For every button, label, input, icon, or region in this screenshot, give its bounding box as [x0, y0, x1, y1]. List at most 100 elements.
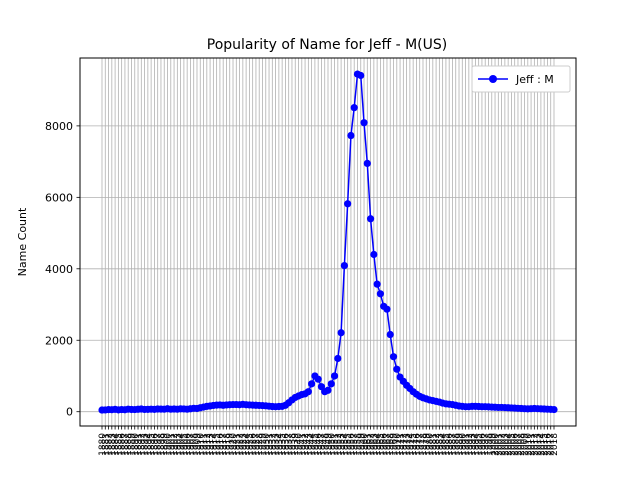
x-tick-label: 1978: [419, 433, 429, 456]
x-tick-label: 1951: [331, 433, 341, 456]
chart-title: Popularity of Name for Jeff - M(US): [207, 37, 447, 53]
x-tick-label: 1895: [147, 433, 157, 456]
x-tick-label: 1935: [278, 433, 288, 456]
data-point: [373, 280, 381, 288]
x-tick-label: 1917: [219, 433, 229, 456]
x-tick-label: 1881: [101, 433, 111, 456]
x-tick-label: 1893: [141, 433, 151, 456]
x-tick-label: 1991: [462, 433, 472, 456]
x-tick-label: 1995: [475, 433, 485, 456]
data-point: [314, 375, 322, 383]
x-tick-label: 1899: [160, 433, 170, 456]
x-tick-label: 1901: [167, 433, 177, 456]
x-tick-label: 1973: [403, 433, 413, 456]
x-tick-label: 1907: [186, 433, 196, 456]
x-tick-label: 1914: [209, 433, 219, 456]
x-tick-label: 1980: [426, 433, 436, 456]
data-point: [334, 354, 342, 363]
data-point: [550, 405, 558, 414]
data-point: [363, 159, 371, 167]
data-point: [327, 380, 335, 388]
x-tick-label: 1968: [386, 433, 396, 456]
data-point: [350, 104, 358, 112]
x-tick-label: 1892: [137, 433, 147, 456]
x-tick-label: 1948: [321, 433, 331, 456]
x-tick-label: 1888: [124, 433, 134, 456]
x-tick-label: 1976: [412, 433, 422, 456]
x-tick-label: 1918: [222, 433, 232, 456]
x-tick-label: 1939: [291, 433, 301, 456]
x-tick-label: 2001: [494, 433, 504, 456]
x-tick-label: 1897: [154, 433, 164, 456]
x-tick-label: 1990: [458, 433, 468, 456]
x-tick-label: 2008: [517, 433, 527, 456]
x-tick-label: 2004: [504, 433, 514, 456]
x-tick-label: 1911: [200, 433, 210, 456]
x-tick-label: 1966: [380, 433, 390, 456]
x-tick-label: 1916: [216, 433, 226, 456]
x-tick-label: 1998: [484, 433, 494, 456]
data-point: [360, 119, 368, 127]
x-tick-label: 1974: [406, 433, 416, 456]
x-tick-label: 1969: [390, 433, 400, 456]
x-tick-label: 1955: [344, 433, 354, 456]
x-tick-label: 1958: [353, 433, 363, 456]
y-tick-label: 0: [66, 406, 73, 419]
x-tick-label: 1889: [127, 433, 137, 456]
x-tick-label: 1925: [245, 433, 255, 456]
x-tick-label: 1963: [370, 433, 380, 456]
x-tick-label: 1919: [226, 433, 236, 456]
x-tick-label: 1900: [164, 433, 174, 456]
legend: Jeff : M: [471, 65, 571, 93]
x-tick-label: 1882: [105, 433, 115, 456]
x-tick-label: 2011: [527, 433, 537, 456]
x-tick-label: 1909: [193, 433, 203, 456]
x-tick-label: 1957: [350, 433, 360, 456]
x-tick-label: 2000: [491, 433, 501, 456]
x-tick-label: 1913: [206, 433, 216, 456]
x-tick-label: 1883: [108, 433, 118, 456]
x-tick-label: 1983: [435, 433, 445, 456]
grid-lines: [80, 58, 576, 426]
x-tick-label: 1972: [399, 433, 409, 456]
x-tick-label: 1894: [144, 433, 154, 456]
x-tick-label: 1903: [173, 433, 183, 456]
x-tick-label: 1891: [134, 433, 144, 456]
x-tick-label: 1992: [465, 433, 475, 456]
data-point: [324, 386, 332, 394]
data-point: [376, 290, 385, 298]
x-tick-label: 1921: [232, 433, 242, 456]
data-point: [383, 305, 391, 313]
x-tick-label: 1880: [98, 433, 108, 456]
x-tick-label: 2013: [534, 433, 544, 456]
x-tick-label: 1884: [111, 433, 121, 456]
data-point: [344, 200, 352, 208]
x-tick-label: 1890: [131, 433, 141, 456]
y-axis-label: Name Count: [16, 207, 29, 276]
legend-box: [471, 65, 571, 93]
data-point: [393, 365, 401, 373]
y-axis-ticks: 0 2000 4000 6000 8000: [45, 120, 80, 419]
data-point: [357, 71, 365, 80]
x-tick-label: 1981: [429, 433, 439, 456]
x-tick-label: 1936: [281, 433, 291, 456]
x-tick-label: 1931: [265, 433, 275, 456]
x-tick-label: 1930: [262, 433, 272, 456]
x-tick-label: 1952: [334, 433, 344, 456]
x-tick-label: 2007: [514, 433, 524, 456]
x-tick-label: 1971: [396, 433, 406, 456]
x-tick-label: 2006: [511, 433, 521, 456]
x-tick-label: 1887: [121, 433, 131, 456]
x-tick-label: 1997: [481, 433, 491, 456]
x-tick-label: 1961: [363, 433, 373, 456]
y-tick-label: 4000: [45, 263, 73, 276]
y-tick-label: 6000: [45, 191, 73, 204]
x-tick-label: 2003: [501, 433, 511, 456]
y-tick-label: 2000: [45, 334, 73, 347]
x-tick-label: 1943: [304, 433, 314, 456]
x-tick-label: 1923: [239, 433, 249, 456]
x-tick-label: 1953: [337, 433, 347, 456]
x-tick-label: 1933: [272, 433, 282, 456]
x-tick-label: 1967: [383, 433, 393, 456]
